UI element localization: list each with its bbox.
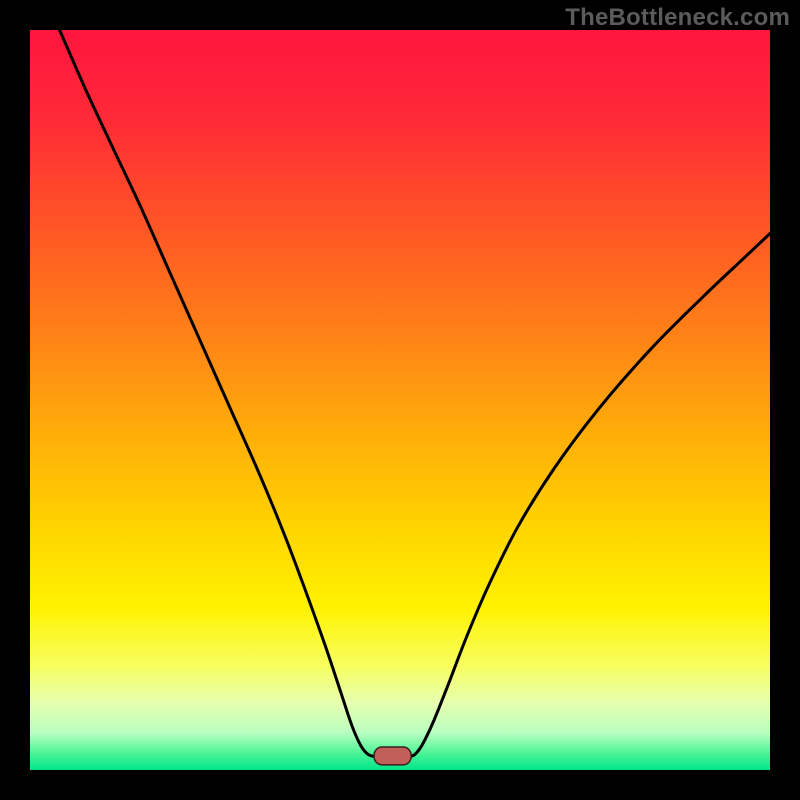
optimum-marker — [374, 747, 411, 765]
bottleneck-chart — [0, 0, 800, 800]
watermark-text: TheBottleneck.com — [565, 4, 790, 32]
gradient-background — [30, 30, 770, 770]
chart-stage: TheBottleneck.com — [0, 0, 800, 800]
